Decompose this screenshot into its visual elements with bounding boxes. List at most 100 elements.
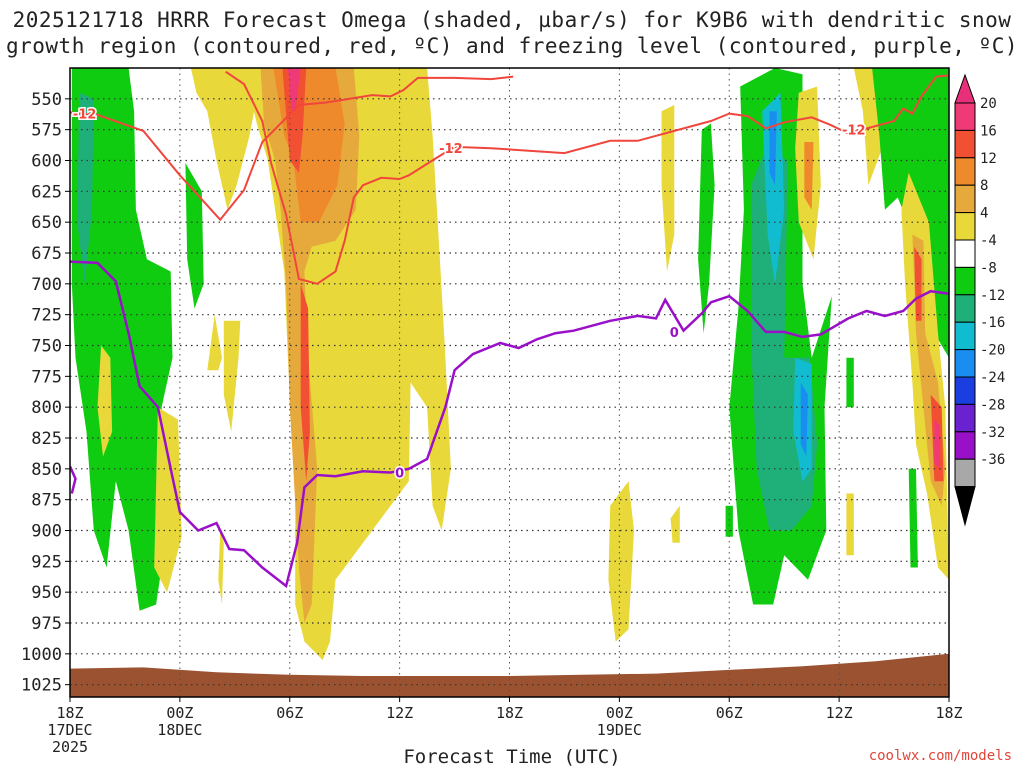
colorbar-bin [954, 431, 976, 460]
omega-pink-main [287, 68, 301, 112]
colorbar-bin [954, 157, 976, 186]
freezing-level-stub [70, 465, 77, 494]
y-tick-label: 675 [31, 244, 62, 264]
colorbar: 20 16 12 8 4 -4 -8 -12 -16 -20 -24 -28 -32 -36 [954, 73, 1005, 527]
omega-yellow-early2 [154, 407, 182, 593]
omega-yellow-right2 [661, 105, 675, 272]
y-tick-label: 650 [31, 213, 62, 233]
omega-green-small1 [185, 163, 204, 309]
x-tick-label: 18Z [935, 704, 962, 722]
colorbar-bottom-arrow [954, 486, 976, 527]
freezing-label-mid: 0 [395, 467, 404, 482]
y-tick-label: 725 [31, 306, 62, 326]
y-tick-label: 1000 [21, 645, 62, 665]
colorbar-label: 16 [980, 123, 997, 139]
x-tick-label: 00Z [606, 704, 633, 722]
colorbar-bin [954, 321, 976, 351]
colorbar-bin [954, 212, 976, 241]
omega-yellow-early5 [218, 530, 224, 605]
colorbar-label: -24 [980, 370, 1005, 386]
x-tick-label: 17DEC [47, 721, 92, 739]
y-tick-label: 700 [31, 275, 62, 295]
omega-yellow-early6 [190, 68, 263, 210]
omega-shading [71, 68, 949, 660]
x-tick-label: 19DEC [597, 721, 642, 739]
omega-yellow-right6 [846, 493, 854, 556]
y-tick-label: 875 [31, 491, 62, 511]
omega-green-right5 [908, 468, 918, 568]
y-tick-label: 750 [31, 337, 62, 357]
omega-yellow-tiny [670, 505, 680, 543]
omega-yellow-early4 [223, 320, 241, 432]
y-tick-label: 975 [31, 614, 62, 634]
colorbar-bin [954, 458, 976, 488]
y-tick-label: 1025 [21, 676, 62, 696]
colorbar-bin [954, 376, 976, 405]
credit-label: coolwx.com/models [868, 748, 1012, 764]
omega-red-main [282, 68, 307, 173]
x-tick-label: 12Z [386, 704, 413, 722]
colorbar-bin [954, 403, 976, 433]
omega-lorange-main [260, 68, 360, 623]
y-tick-label: 900 [31, 522, 62, 542]
y-tick-label: 950 [31, 583, 62, 603]
surface-terrain [70, 653, 949, 697]
chart-title-line-2: growth region (contoured, red, ºC) and f… [5, 34, 1019, 58]
colorbar-bin [954, 294, 976, 323]
y-tick-label: 600 [31, 152, 62, 172]
colorbar-top-arrow [954, 73, 976, 104]
grid-lines [70, 68, 949, 697]
omega-yellow-early3 [207, 314, 222, 371]
omega-orange-right1 [804, 142, 814, 210]
colorbar-bin [954, 239, 976, 268]
y-tick-label: 850 [31, 460, 62, 480]
omega-green-right1 [698, 123, 715, 334]
colorbar-label: -4 [980, 233, 997, 249]
colorbar-label: 4 [980, 206, 988, 222]
colorbar-label: -12 [980, 288, 1005, 304]
x-axis-title: Forecast Time (UTC) [403, 746, 621, 768]
chart-title-line-1: 2025121718 HRRR Forecast Omega (shaded, … [12, 8, 1012, 32]
colorbar-label: 20 [980, 96, 997, 112]
y-tick-label: 800 [31, 398, 62, 418]
colorbar-label: 8 [980, 178, 988, 194]
x-tick-label: 06Z [276, 704, 303, 722]
colorbar-label: -16 [980, 315, 1005, 331]
omega-yellow-early1 [97, 345, 113, 457]
y-tick-label: 550 [31, 90, 62, 110]
colorbar-label: -28 [980, 397, 1005, 413]
omega-green-right2 [725, 505, 733, 537]
omega-red-low [300, 283, 310, 482]
y-tick-label: 775 [31, 367, 62, 387]
omega-green-left [71, 68, 173, 611]
freezing-level-line [70, 260, 949, 589]
colorbar-label: -36 [980, 452, 1005, 468]
dgz-label-left: -12 [73, 108, 97, 123]
colorbar-label: 12 [980, 151, 997, 167]
colorbar-bin [954, 349, 976, 378]
omega-pink-right5 [934, 419, 940, 469]
dgz-upper-line [70, 75, 514, 222]
colorbar-label: -20 [980, 343, 1005, 359]
y-tick-label: 625 [31, 182, 62, 202]
x-tick-label: 18Z [496, 704, 523, 722]
x-tick-label: 18Z [56, 704, 83, 722]
freezing-label-right: 0 [670, 326, 679, 341]
colorbar-label: -32 [980, 425, 1005, 441]
colorbar-bin [954, 129, 976, 159]
omega-teal-left [77, 92, 94, 284]
dgz-lower-line [225, 70, 949, 285]
x-tick-label: 2025 [52, 738, 88, 756]
y-tick-label: 825 [31, 429, 62, 449]
x-tick-label: 00Z [166, 704, 193, 722]
colorbar-bin [954, 184, 976, 214]
x-tick-label: 12Z [826, 704, 853, 722]
colorbar-label: -8 [980, 260, 997, 276]
omega-cyan-right [762, 92, 785, 284]
omega-green-right6 [846, 357, 854, 408]
colorbar-bin [954, 102, 976, 131]
x-tick-label: 06Z [716, 704, 743, 722]
x-tick-label: 18DEC [157, 721, 202, 739]
y-tick-label: 925 [31, 552, 62, 572]
